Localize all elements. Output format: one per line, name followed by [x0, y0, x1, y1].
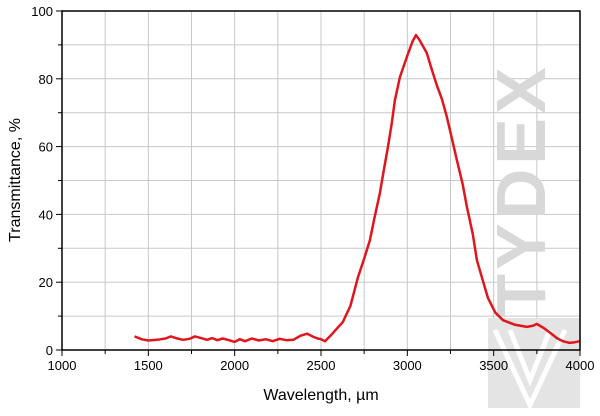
x-tick-label: 2500 — [307, 358, 336, 373]
y-tick-label: 20 — [39, 275, 53, 290]
series-line — [134, 33, 581, 345]
x-tick-label: 1500 — [134, 358, 163, 373]
y-tick-label: 40 — [39, 207, 53, 222]
x-tick-label: 2000 — [220, 358, 249, 373]
y-axis-label: Transmittance, % — [7, 118, 24, 242]
x-tick-label: 4000 — [566, 358, 595, 373]
axis-ticks: 1000 1500 2000 2500 3000 3500 4000 0 20 40 60 80 100 — [31, 4, 594, 373]
x-axis-label: Wavelength, µm — [263, 387, 378, 404]
watermark-emblem-mark — [492, 328, 568, 411]
watermark-text: TYDEX — [482, 63, 560, 316]
x-tick-label: 3000 — [393, 358, 422, 373]
y-tick-label: 60 — [39, 140, 53, 155]
y-tick-label: 80 — [39, 72, 53, 87]
x-tick-label: 1000 — [48, 358, 77, 373]
watermark-logo: TYDEX — [482, 63, 580, 411]
y-tick-label: 100 — [31, 4, 53, 19]
y-tick-label: 0 — [46, 343, 53, 358]
x-tick-label: 3500 — [479, 358, 508, 373]
